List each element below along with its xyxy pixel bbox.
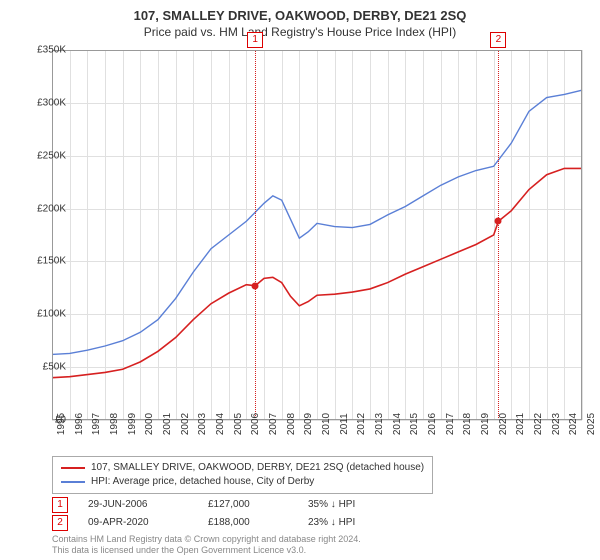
legend-item-price-paid: 107, SMALLEY DRIVE, OAKWOOD, DERBY, DE21… xyxy=(61,461,424,475)
x-axis-tick-label: 2014 xyxy=(392,413,403,435)
x-axis-tick-label: 2001 xyxy=(162,413,173,435)
legend: 107, SMALLEY DRIVE, OAKWOOD, DERBY, DE21… xyxy=(52,456,433,494)
x-axis-tick-label: 2023 xyxy=(551,413,562,435)
x-axis-tick-label: 2015 xyxy=(409,413,420,435)
x-axis-tick-label: 2021 xyxy=(515,413,526,435)
event-row: 1 29-JUN-2006 £127,000 35% ↓ HPI xyxy=(52,496,378,514)
event-price: £188,000 xyxy=(208,514,308,532)
y-axis-tick-label: £150K xyxy=(18,256,66,267)
event-marker-badge: 1 xyxy=(247,32,263,48)
x-axis-tick-label: 2016 xyxy=(427,413,438,435)
gridline-vertical xyxy=(582,50,583,420)
x-axis-tick-label: 2013 xyxy=(374,413,385,435)
event-percent: 35% ↓ HPI xyxy=(308,496,378,514)
y-axis-tick-label: £350K xyxy=(18,45,66,56)
footer-line: This data is licensed under the Open Gov… xyxy=(52,545,361,556)
series-line-hpi xyxy=(52,90,582,354)
x-axis-tick-label: 2008 xyxy=(286,413,297,435)
x-axis-tick-label: 2006 xyxy=(250,413,261,435)
x-axis-tick-label: 2012 xyxy=(356,413,367,435)
legend-label: HPI: Average price, detached house, City… xyxy=(91,475,314,489)
x-axis-tick-label: 2000 xyxy=(144,413,155,435)
x-axis-tick-label: 1998 xyxy=(109,413,120,435)
footer-attribution: Contains HM Land Registry data © Crown c… xyxy=(52,534,361,556)
event-price: £127,000 xyxy=(208,496,308,514)
y-axis-tick-label: £200K xyxy=(18,203,66,214)
legend-swatch xyxy=(61,481,85,483)
x-axis-tick-label: 2025 xyxy=(586,413,597,435)
x-axis-tick-label: 2024 xyxy=(568,413,579,435)
series-line-price_paid xyxy=(52,168,582,377)
sale-point-marker xyxy=(252,282,259,289)
legend-label: 107, SMALLEY DRIVE, OAKWOOD, DERBY, DE21… xyxy=(91,461,424,475)
event-marker-badge: 2 xyxy=(490,32,506,48)
x-axis-tick-label: 1997 xyxy=(91,413,102,435)
legend-swatch xyxy=(61,467,85,469)
event-row: 2 09-APR-2020 £188,000 23% ↓ HPI xyxy=(52,514,378,532)
event-number-badge: 1 xyxy=(52,497,68,513)
x-axis-tick-label: 2019 xyxy=(480,413,491,435)
footer-line: Contains HM Land Registry data © Crown c… xyxy=(52,534,361,545)
event-vertical-line xyxy=(498,50,499,420)
event-date: 09-APR-2020 xyxy=(88,514,208,532)
x-axis-tick-label: 2017 xyxy=(445,413,456,435)
page-subtitle: Price paid vs. HM Land Registry's House … xyxy=(0,23,600,45)
down-arrow-icon: ↓ xyxy=(331,499,336,510)
x-axis-tick-label: 2002 xyxy=(180,413,191,435)
page-title: 107, SMALLEY DRIVE, OAKWOOD, DERBY, DE21… xyxy=(0,0,600,23)
x-axis-tick-label: 2007 xyxy=(268,413,279,435)
y-axis-tick-label: £250K xyxy=(18,150,66,161)
down-arrow-icon: ↓ xyxy=(331,517,336,528)
x-axis-tick-label: 2004 xyxy=(215,413,226,435)
y-axis-tick-label: £50K xyxy=(18,362,66,373)
x-axis-tick-label: 2020 xyxy=(498,413,509,435)
x-axis-tick-label: 2009 xyxy=(303,413,314,435)
plot-area: 12 xyxy=(52,50,582,420)
x-axis-tick-label: 1996 xyxy=(74,413,85,435)
x-axis-tick-label: 2018 xyxy=(462,413,473,435)
y-axis-tick-label: £100K xyxy=(18,309,66,320)
x-axis-tick-label: 2022 xyxy=(533,413,544,435)
x-axis-tick-label: 2010 xyxy=(321,413,332,435)
events-table: 1 29-JUN-2006 £127,000 35% ↓ HPI 2 09-AP… xyxy=(52,496,378,532)
event-number-badge: 2 xyxy=(52,515,68,531)
event-date: 29-JUN-2006 xyxy=(88,496,208,514)
sale-point-marker xyxy=(495,218,502,225)
event-vertical-line xyxy=(255,50,256,420)
line-chart-svg xyxy=(52,50,582,420)
x-axis-tick-label: 2003 xyxy=(197,413,208,435)
x-axis-tick-label: 2005 xyxy=(233,413,244,435)
x-axis-tick-label: 1995 xyxy=(56,413,67,435)
y-axis-tick-label: £300K xyxy=(18,97,66,108)
x-axis-tick-label: 1999 xyxy=(127,413,138,435)
legend-item-hpi: HPI: Average price, detached house, City… xyxy=(61,475,424,489)
event-percent: 23% ↓ HPI xyxy=(308,514,378,532)
chart-container: 107, SMALLEY DRIVE, OAKWOOD, DERBY, DE21… xyxy=(0,0,600,560)
x-axis-tick-label: 2011 xyxy=(339,413,350,435)
